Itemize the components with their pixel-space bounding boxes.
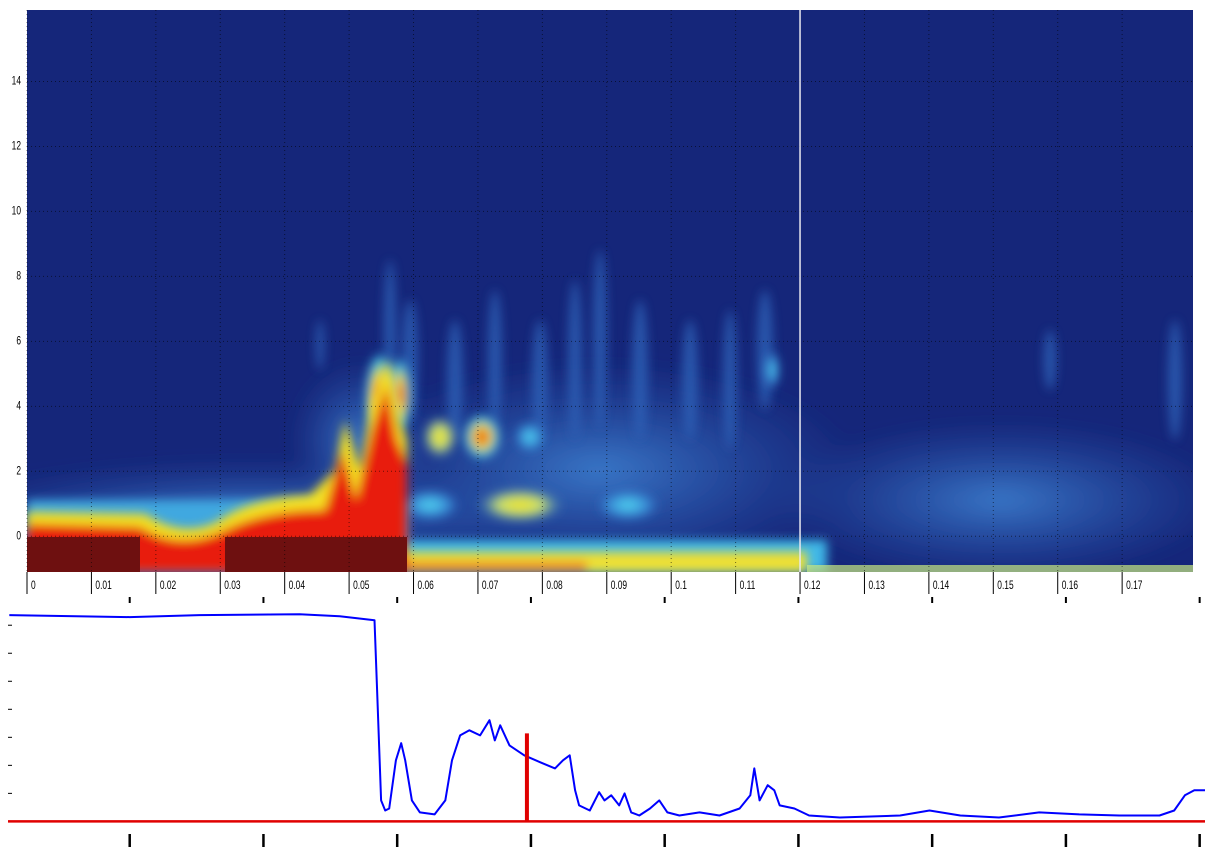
x-tick-label: 0.13 [868, 580, 885, 593]
x-tick-label: 0.17 [1126, 580, 1143, 593]
data-line [9, 613, 1205, 819]
heatmap-peak [27, 537, 140, 572]
y-tick-label: 12 [12, 140, 22, 153]
x-tick-label: 0.04 [289, 580, 306, 593]
x-tick-label: 0.09 [611, 580, 628, 593]
y-tick-label: 10 [12, 205, 22, 218]
x-tick-label: 0.16 [1062, 580, 1079, 593]
x-tick-label: 0.14 [933, 580, 950, 593]
x-tick-label: 0.07 [482, 580, 499, 593]
x-tick-label: 0.1 [675, 580, 687, 593]
x-tick-label: 0.02 [160, 580, 177, 593]
y-tick-label: 0 [16, 530, 21, 543]
x-tick-label: 0.03 [224, 580, 241, 593]
line-plot [8, 597, 1205, 847]
x-tick-label: 0.05 [353, 580, 370, 593]
heatmap-axes: 0 2 4 6 8 10 12 14 0 0.01 0.02 0.03 0.04 0.05 0.06 0.07… [12, 10, 1193, 594]
heatmap-edge [807, 565, 1193, 572]
y-tick-label: 14 [12, 75, 22, 88]
x-tick-label: 0.12 [804, 580, 821, 593]
x-tick-label: 0.15 [997, 580, 1014, 593]
x-tick-label: 0.01 [95, 580, 112, 593]
heatmap-peak [225, 537, 407, 572]
heatmap-field [27, 250, 1193, 572]
y-tick-label: 4 [16, 400, 21, 413]
y-tick-label: 6 [16, 335, 21, 348]
x-tick-label: 0.11 [740, 580, 756, 593]
x-tick-label: 0.06 [418, 580, 435, 593]
y-tick-label: 8 [16, 270, 21, 283]
y-tick-label: 2 [16, 465, 21, 478]
x-tick-label: 0.08 [546, 580, 563, 593]
x-tick-label: 0 [31, 580, 36, 593]
